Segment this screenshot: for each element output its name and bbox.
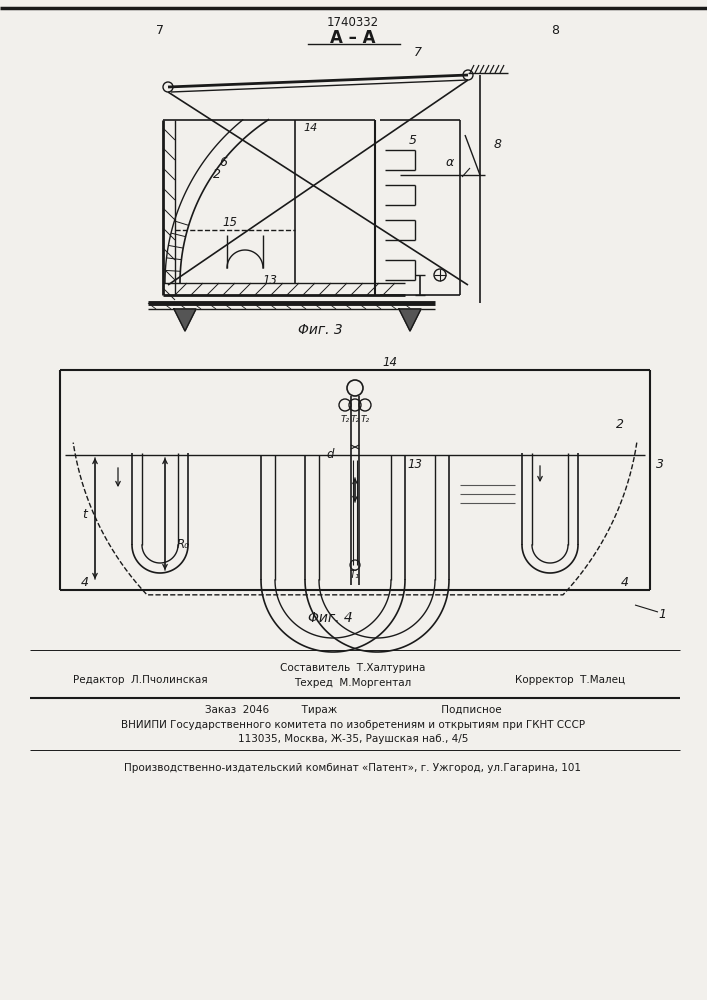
- Text: T₁: T₁: [350, 570, 360, 580]
- Text: ВНИИПИ Государственного комитета по изобретениям и открытиям при ГКНТ СССР: ВНИИПИ Государственного комитета по изоб…: [121, 720, 585, 730]
- Text: 14: 14: [382, 357, 397, 369]
- Text: А – А: А – А: [330, 29, 375, 47]
- Text: 1: 1: [658, 608, 666, 621]
- Polygon shape: [399, 309, 421, 331]
- Text: 2: 2: [213, 168, 221, 182]
- Text: 15: 15: [223, 216, 238, 229]
- Text: T₂: T₂: [341, 416, 349, 424]
- Polygon shape: [174, 309, 196, 331]
- Text: T₂: T₂: [351, 416, 360, 424]
- Text: Техред  М.Моргентал: Техред М.Моргентал: [294, 678, 411, 688]
- Text: Составитель  Т.Халтурина: Составитель Т.Халтурина: [280, 663, 426, 673]
- Text: 2: 2: [616, 418, 624, 432]
- Text: 8: 8: [551, 23, 559, 36]
- Text: Редактор  Л.Пчолинская: Редактор Л.Пчолинская: [73, 675, 207, 685]
- Text: 8: 8: [494, 138, 502, 151]
- Text: Заказ  2046          Тираж                                Подписное: Заказ 2046 Тираж Подписное: [205, 705, 501, 715]
- Text: 13: 13: [407, 458, 423, 472]
- Text: Корректор  Т.Малец: Корректор Т.Малец: [515, 675, 625, 685]
- Text: R₀: R₀: [177, 538, 189, 552]
- Text: α: α: [446, 155, 454, 168]
- Text: 4: 4: [621, 576, 629, 588]
- Text: 14: 14: [303, 123, 317, 133]
- Text: 1740332: 1740332: [327, 15, 379, 28]
- Text: 3: 3: [656, 458, 664, 472]
- Text: d: d: [326, 448, 334, 462]
- Text: Φиг. 4: Φиг. 4: [308, 611, 352, 625]
- Text: 5: 5: [409, 133, 417, 146]
- Text: 6: 6: [219, 155, 227, 168]
- Text: T₂: T₂: [361, 416, 370, 424]
- Text: 4: 4: [81, 576, 89, 588]
- Text: 13: 13: [262, 273, 278, 286]
- Text: 7: 7: [156, 23, 164, 36]
- Text: 7: 7: [414, 46, 422, 60]
- Text: Φиг. 3: Φиг. 3: [298, 323, 342, 337]
- Text: t: t: [83, 508, 88, 522]
- Text: Производственно-издательский комбинат «Патент», г. Ужгород, ул.Гагарина, 101: Производственно-издательский комбинат «П…: [124, 763, 581, 773]
- Text: 113035, Москва, Ж-35, Раушская наб., 4/5: 113035, Москва, Ж-35, Раушская наб., 4/5: [238, 734, 468, 744]
